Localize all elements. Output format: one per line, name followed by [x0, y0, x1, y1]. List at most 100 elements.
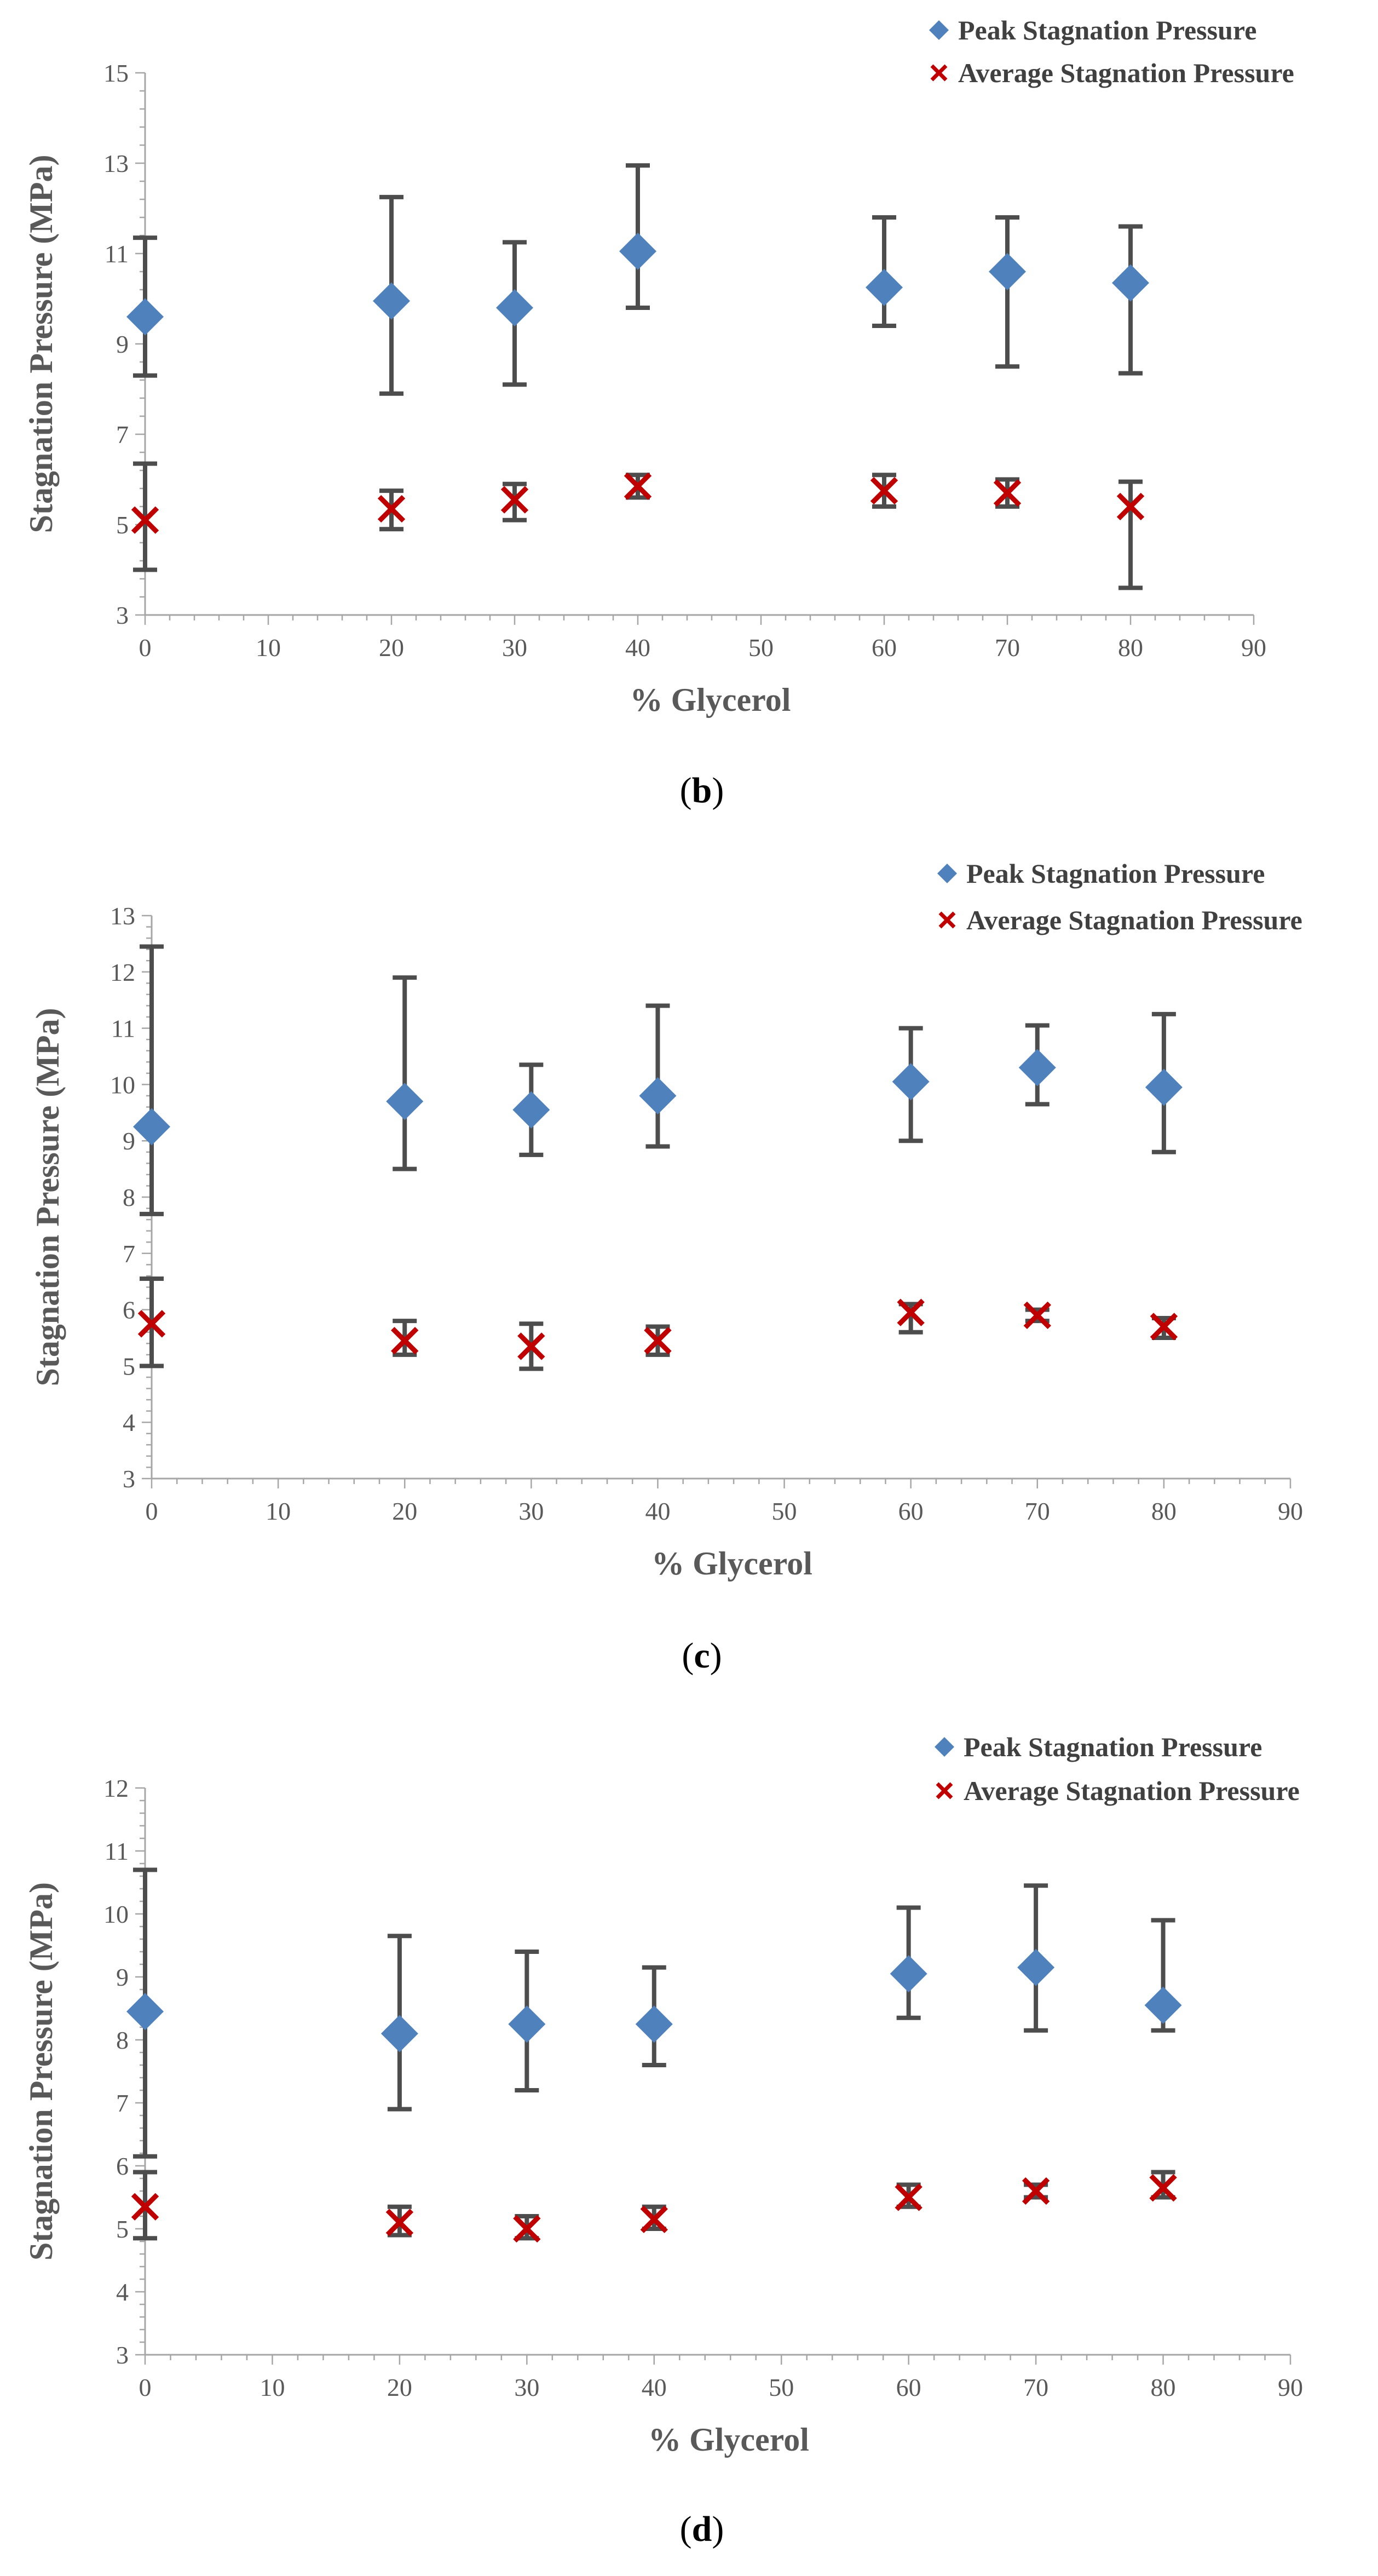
peak-point [639, 1077, 677, 1114]
average-series [137, 1277, 1178, 1371]
peak-point [1144, 1986, 1182, 2024]
x-tick-label: 60 [898, 1497, 924, 1525]
caption-paren-open: ( [680, 2509, 692, 2549]
error-bar [645, 1003, 670, 1149]
x-marker-stroke [391, 1326, 419, 1355]
y-tick-label: 13 [103, 150, 129, 177]
x-marker-stroke [385, 2209, 414, 2236]
legend: Peak Stagnation Pressure Average Stagnati… [929, 15, 1294, 88]
peak-point [890, 1955, 927, 1993]
x-tick-label: 10 [256, 634, 281, 662]
average-point [137, 1310, 166, 1338]
x-tick-label: 70 [1023, 2373, 1048, 2401]
y-tick-label: 7 [123, 1240, 135, 1268]
peak-point [386, 1083, 424, 1120]
average-point [897, 1298, 925, 1326]
x-axis-title: % Glycerol [651, 1545, 812, 1582]
x-marker-stroke [1116, 492, 1145, 521]
legend-peak-label: Peak Stagnation Pressure [958, 15, 1256, 45]
average-point [870, 476, 898, 505]
peak-point [496, 289, 533, 326]
x-marker-stroke [895, 2183, 922, 2211]
y-tick-label: 6 [123, 1296, 135, 1324]
peak-point [635, 2005, 673, 2043]
legend-average-label: Average Stagnation Pressure [958, 58, 1294, 88]
average-point [1023, 1301, 1051, 1330]
caption-paren-close: ) [712, 771, 724, 810]
y-tick-label: 10 [110, 1071, 135, 1099]
x-tick-label: 40 [625, 634, 650, 662]
y-axis-title: Stagnation Pressure (MPa) [23, 154, 59, 533]
x-tick-label: 90 [1241, 634, 1266, 662]
peak-point [866, 268, 903, 306]
y-tick-label: 4 [116, 2278, 129, 2306]
y-tick-label: 7 [116, 2089, 129, 2117]
peak-point [373, 282, 410, 320]
x-marker-stroke [517, 1332, 545, 1360]
average-point [385, 2209, 414, 2236]
y-axis-title: Stagnation Pressure (MPa) [30, 1008, 66, 1386]
x-axis-title: % Glycerol [648, 2422, 809, 2458]
chart-d: 3 4 5 6 7 8 9 10 11 12 0 10 20 30 40 50 60 70 80 90 % Glycer… [23, 1732, 1303, 2549]
peak-series [133, 944, 1183, 1216]
x-marker-stroke [1149, 2174, 1177, 2202]
caption-letter: d [692, 2509, 712, 2549]
y-axis-title: Stagnation Pressure (MPa) [23, 1882, 59, 2261]
peak-point [1112, 264, 1149, 302]
error-bar [995, 215, 1019, 369]
x-tick-label: 20 [392, 1497, 417, 1525]
average-point [993, 479, 1022, 507]
x-tick-label: 80 [1118, 634, 1143, 662]
x-marker-stroke [640, 2205, 668, 2233]
x-tick-label: 10 [260, 2373, 285, 2401]
average-point [1022, 2177, 1050, 2205]
y-tick-label: 11 [111, 1015, 135, 1043]
x-marker-stroke [624, 472, 652, 501]
peak-point [989, 253, 1026, 290]
x-tick-label: 30 [502, 634, 527, 662]
x-marker-stroke [644, 1326, 672, 1355]
legend-peak-label: Peak Stagnation Pressure [964, 1732, 1262, 1762]
x-tick-label: 80 [1151, 2373, 1176, 2401]
peak-point [1145, 1068, 1183, 1106]
error-bar [140, 944, 164, 1216]
y-tick-label: 5 [123, 1352, 135, 1380]
y-tick-label: 10 [103, 1900, 129, 1928]
average-point [895, 2183, 922, 2211]
caption-letter: b [692, 771, 712, 810]
x-tick-label: 90 [1278, 2373, 1303, 2401]
y-tick-label: 5 [116, 2215, 129, 2243]
y-tick-label: 7 [116, 421, 129, 449]
y-tick-label: 12 [103, 1774, 129, 1802]
chart-b: 3 5 7 9 11 13 15 0 10 20 30 40 50 60 70 80 90 % Glycerol S… [23, 15, 1294, 810]
peak-point [512, 1091, 550, 1129]
error-bar [393, 975, 417, 1171]
x-axis-title: % Glycerol [630, 682, 791, 718]
y-tick-label: 6 [116, 2152, 129, 2180]
legend-average-marker [938, 911, 956, 929]
x-marker-stroke [1022, 2177, 1050, 2205]
y-tick-label: 8 [116, 2026, 129, 2054]
average-point [513, 2215, 541, 2243]
peak-point [619, 232, 656, 270]
peak-point [380, 2015, 418, 2052]
average-point [500, 486, 529, 514]
legend-peak-label: Peak Stagnation Pressure [966, 858, 1265, 889]
x-tick-label: 70 [995, 634, 1020, 662]
y-tick-label: 3 [123, 1465, 135, 1493]
average-point [1150, 1313, 1178, 1341]
peak-point [892, 1063, 930, 1101]
x-tick-label: 20 [379, 634, 404, 662]
x-tick-label: 60 [872, 634, 897, 662]
average-series [131, 2170, 1177, 2243]
average-point [644, 1326, 672, 1355]
legend-average-label: Average Stagnation Pressure [964, 1775, 1300, 1806]
x-tick-label: 40 [645, 1497, 670, 1525]
x-tick-label: 50 [748, 634, 774, 662]
x-tick-label: 30 [514, 2373, 539, 2401]
x-tick-label: 60 [896, 2373, 921, 2401]
average-point [131, 2193, 159, 2221]
x-marker-stroke [1150, 1313, 1178, 1341]
average-point [517, 1332, 545, 1360]
